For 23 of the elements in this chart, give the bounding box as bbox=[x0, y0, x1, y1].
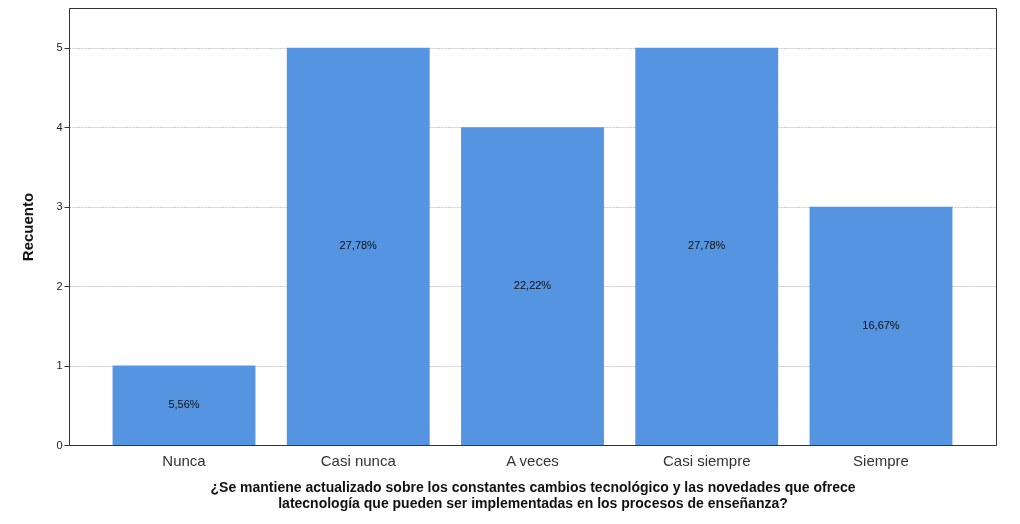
y-tick-label: 3 bbox=[56, 200, 63, 213]
annotation: 22,22% bbox=[513, 279, 552, 292]
annotation: 16,67% bbox=[862, 318, 900, 331]
annotation: 5,56% bbox=[168, 398, 200, 411]
y-axis-title: Recuento bbox=[19, 192, 37, 262]
bar bbox=[286, 47, 430, 445]
bar bbox=[461, 127, 604, 445]
annotation: 27,78% bbox=[688, 239, 726, 252]
bar bbox=[809, 206, 953, 445]
annotation: 27,78% bbox=[339, 239, 378, 252]
x-tick-label: A veces bbox=[506, 451, 559, 469]
bar bbox=[635, 47, 779, 445]
x-axis-title: ¿Se mantiene actualizado sobre los constantes cambios tecnológico y las novedades que ofrece latecnología que pueden ser implementadas en los procesos de enseñanza? bbox=[210, 478, 856, 511]
x-tick-label: Nunca bbox=[162, 451, 207, 469]
y-tick-label: 0 bbox=[56, 438, 63, 451]
x-tick-label: Casi nunca bbox=[320, 451, 397, 469]
y-tick-label: 1 bbox=[56, 359, 63, 372]
y-tick-label: 2 bbox=[56, 279, 63, 292]
y-tick-label: 5 bbox=[56, 41, 63, 54]
y-tick-label: 4 bbox=[56, 120, 63, 133]
x-tick-label: Siempre bbox=[853, 451, 909, 469]
x-tick-label: Casi siempre bbox=[662, 451, 751, 469]
bar bbox=[112, 365, 256, 445]
